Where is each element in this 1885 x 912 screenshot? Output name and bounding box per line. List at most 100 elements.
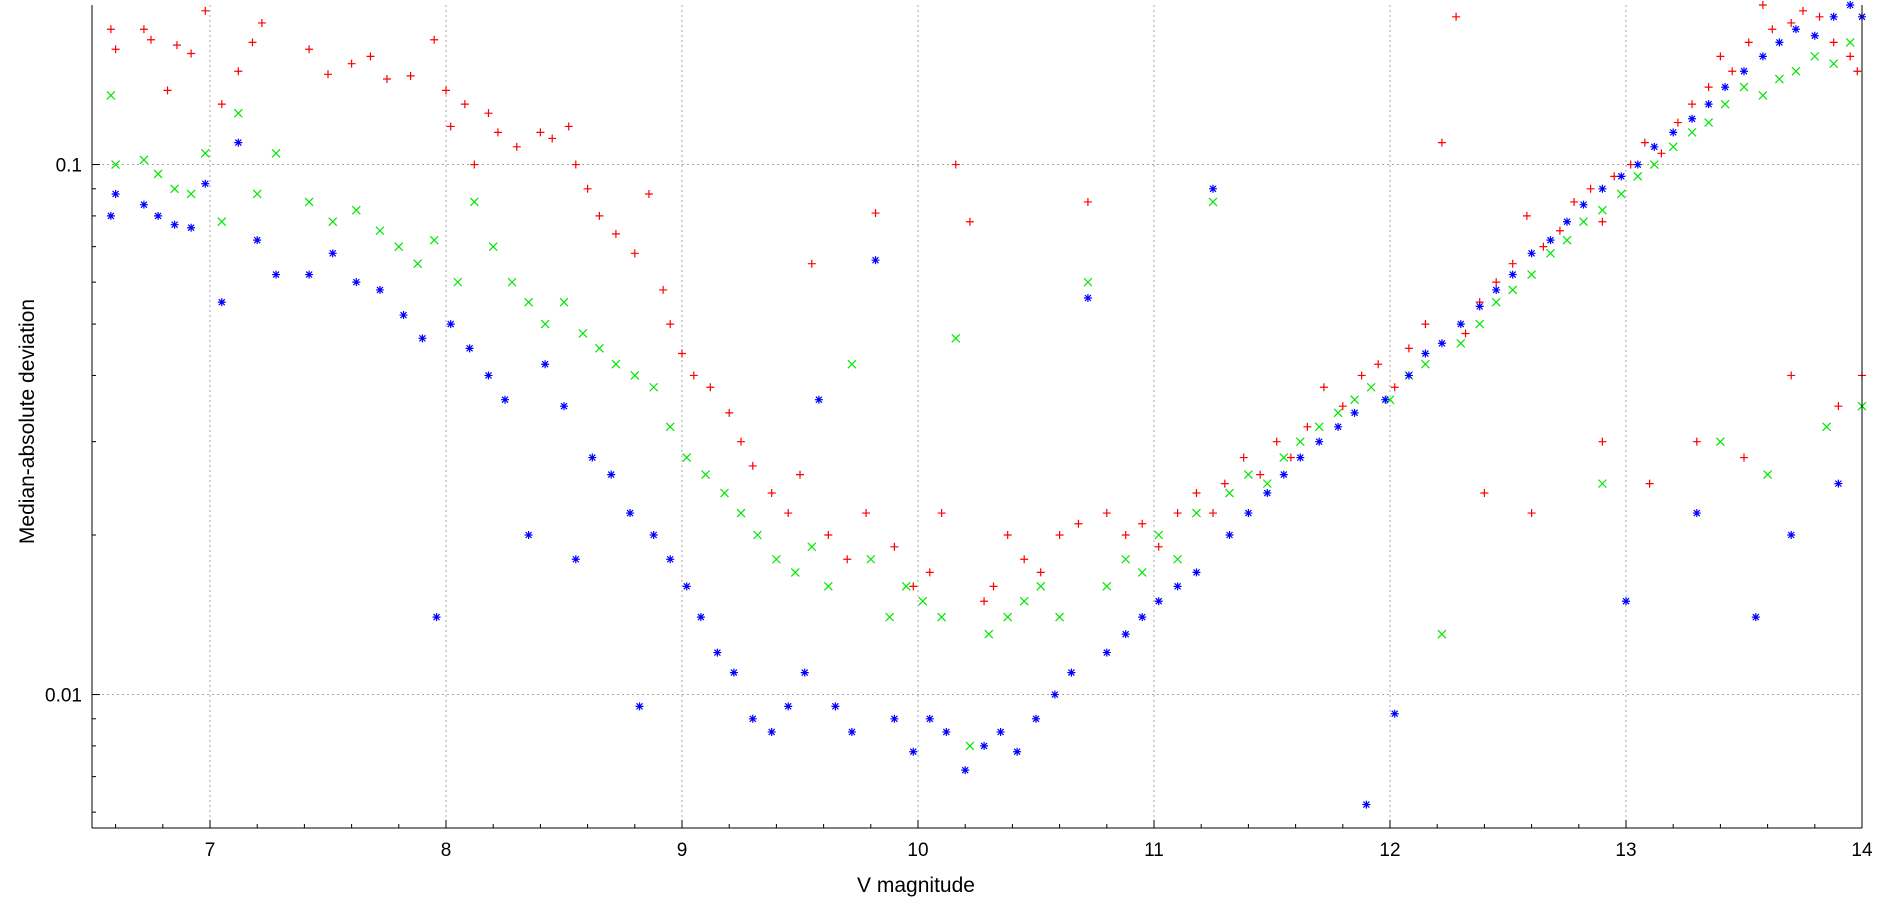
data-point xyxy=(595,211,604,220)
data-point xyxy=(1539,242,1548,251)
data-point xyxy=(1720,99,1730,109)
data-point xyxy=(571,555,580,564)
data-point xyxy=(1209,184,1217,193)
data-point xyxy=(429,235,439,245)
data-point xyxy=(1815,12,1824,21)
data-point xyxy=(1492,285,1501,294)
data-point xyxy=(1846,52,1855,61)
data-point xyxy=(1774,74,1784,84)
data-point xyxy=(748,714,757,723)
data-point xyxy=(925,568,934,577)
data-point xyxy=(1420,359,1430,369)
data-point xyxy=(153,169,163,179)
data-point xyxy=(1350,408,1359,417)
data-point xyxy=(1579,200,1588,209)
data-point xyxy=(871,209,880,218)
data-point xyxy=(1527,270,1537,280)
data-point xyxy=(1286,453,1295,462)
data-point xyxy=(501,395,509,404)
data-point xyxy=(937,612,947,622)
data-point xyxy=(1555,226,1564,235)
data-point xyxy=(1721,83,1730,92)
data-point xyxy=(1673,118,1682,127)
data-point xyxy=(1296,453,1305,462)
x-tick-label: 14 xyxy=(1851,840,1873,861)
data-point xyxy=(989,582,998,591)
data-point xyxy=(541,360,550,369)
data-point xyxy=(1262,479,1272,489)
data-point xyxy=(588,453,597,462)
data-point xyxy=(1437,629,1447,639)
x-tick-label: 11 xyxy=(1144,840,1164,861)
data-point xyxy=(678,349,686,358)
data-point xyxy=(644,189,653,198)
data-point xyxy=(1032,714,1040,723)
data-point xyxy=(1688,100,1697,109)
data-point xyxy=(1315,437,1324,446)
data-point xyxy=(1173,554,1183,564)
data-point xyxy=(1692,437,1701,446)
data-point xyxy=(234,138,243,147)
data-point xyxy=(1480,489,1489,498)
data-point xyxy=(1209,509,1217,518)
data-point xyxy=(1437,138,1446,147)
data-point xyxy=(1491,297,1501,307)
data-point xyxy=(1138,519,1147,528)
data-point xyxy=(984,629,994,639)
data-point xyxy=(1173,509,1182,518)
data-point xyxy=(847,359,857,369)
data-point xyxy=(394,242,404,252)
data-point xyxy=(626,509,635,518)
data-point xyxy=(328,249,337,258)
data-point xyxy=(1645,479,1654,488)
data-point xyxy=(1508,270,1517,279)
data-point xyxy=(1622,597,1630,606)
data-point xyxy=(1421,320,1430,329)
data-point xyxy=(1244,509,1253,518)
data-point xyxy=(1704,83,1713,92)
data-point xyxy=(559,297,569,307)
data-point xyxy=(951,160,960,169)
data-point xyxy=(1154,530,1164,540)
data-point xyxy=(1768,25,1777,34)
data-point xyxy=(1739,82,1749,92)
data-point xyxy=(1173,582,1182,591)
data-point xyxy=(814,395,823,404)
data-point xyxy=(540,319,550,329)
data-point xyxy=(1036,568,1045,577)
data-point xyxy=(1050,690,1059,699)
data-point xyxy=(909,582,918,591)
data-point xyxy=(1649,160,1659,169)
data-point xyxy=(713,648,722,657)
x-tick-label: 13 xyxy=(1615,840,1636,861)
data-point xyxy=(248,38,257,47)
data-point xyxy=(253,236,262,245)
data-point xyxy=(1688,114,1697,123)
y-axis-ticks: 0.01 0.1 xyxy=(45,156,100,813)
data-point xyxy=(1333,408,1343,418)
data-point xyxy=(1121,630,1130,639)
data-point xyxy=(1616,189,1626,199)
data-point xyxy=(201,179,210,188)
data-point xyxy=(1626,160,1635,169)
data-point xyxy=(1775,38,1784,47)
data-point xyxy=(1154,597,1163,606)
data-point xyxy=(1597,205,1607,215)
data-point xyxy=(512,142,521,151)
data-point xyxy=(1728,67,1737,76)
data-point xyxy=(465,344,474,353)
data-point xyxy=(111,45,120,54)
data-point xyxy=(1853,67,1862,76)
data-point xyxy=(446,320,455,329)
data-point xyxy=(689,371,698,380)
data-point xyxy=(111,160,121,169)
data-point xyxy=(890,542,899,551)
data-point xyxy=(1239,453,1248,462)
data-point xyxy=(578,329,588,338)
data-point xyxy=(980,741,989,750)
data-point xyxy=(1256,470,1265,479)
data-point xyxy=(351,205,361,215)
data-point xyxy=(1303,422,1312,431)
data-point xyxy=(1137,567,1147,577)
data-point xyxy=(1390,383,1399,392)
